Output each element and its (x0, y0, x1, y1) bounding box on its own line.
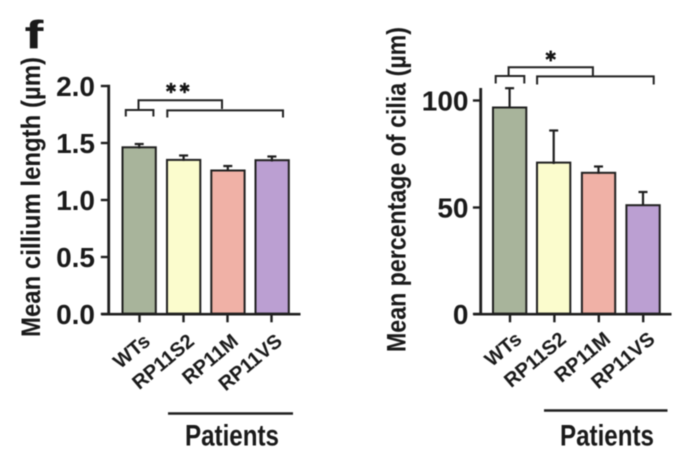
svg-text:1.5: 1.5 (56, 128, 95, 159)
svg-text:50: 50 (437, 193, 468, 224)
svg-text:Mean percentage of cilia (µm): Mean percentage of cilia (µm) (382, 27, 412, 352)
svg-text:0.0: 0.0 (56, 299, 95, 330)
svg-text:0.5: 0.5 (56, 242, 95, 273)
svg-text:f: f (25, 13, 45, 57)
svg-text:2.0: 2.0 (56, 71, 95, 102)
svg-text:Mean cillium length (µm): Mean cillium length (µm) (16, 57, 46, 337)
svg-text:0: 0 (453, 299, 469, 330)
svg-text:Patients: Patients (185, 420, 279, 453)
svg-text:Patients: Patients (560, 420, 654, 453)
svg-text:1.0: 1.0 (56, 185, 95, 216)
svg-text:100: 100 (422, 86, 469, 117)
